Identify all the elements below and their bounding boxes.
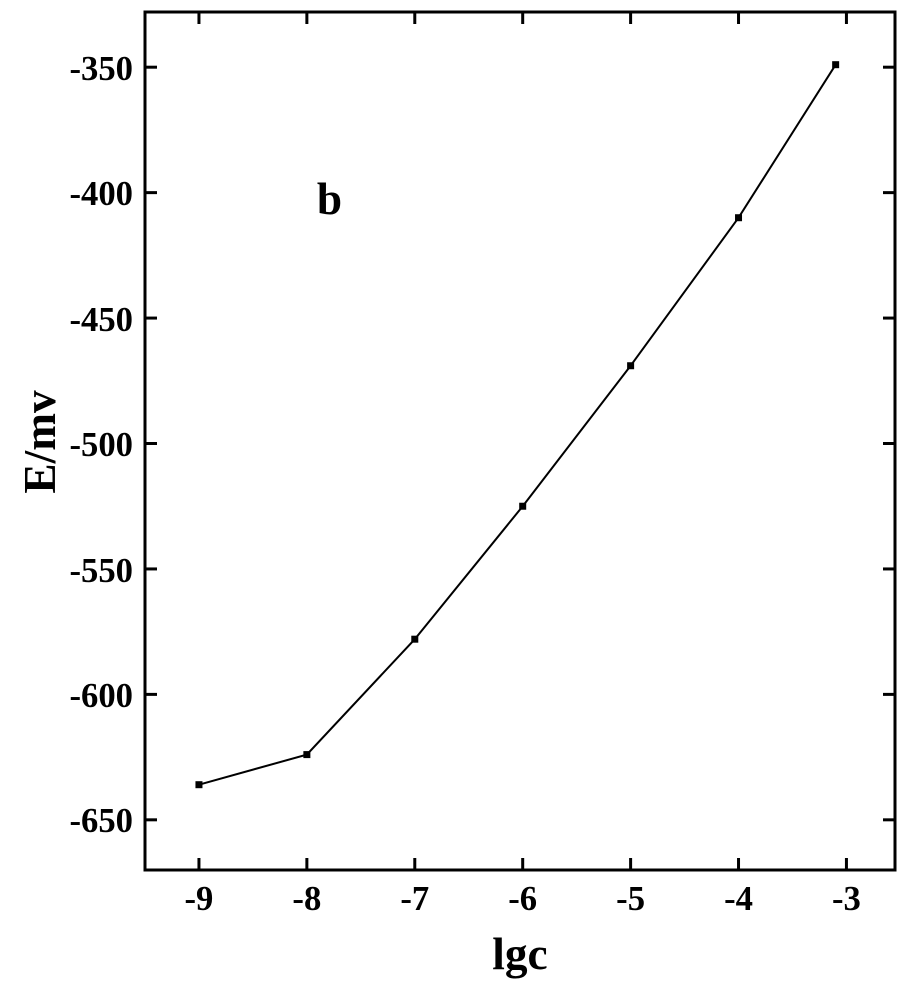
- y-tick-label: -550: [0, 552, 133, 591]
- x-tick-label: -4: [689, 880, 789, 919]
- x-tick-label: -9: [149, 880, 249, 919]
- x-tick-label: -8: [257, 880, 357, 919]
- y-tick-label: -450: [0, 301, 133, 340]
- chart-svg: [0, 0, 913, 1000]
- y-tick-label: -500: [0, 426, 133, 465]
- y-tick-label: -650: [0, 802, 133, 841]
- x-tick-label: -5: [581, 880, 681, 919]
- y-tick-label: -400: [0, 175, 133, 214]
- x-axis-label: lgc: [460, 928, 580, 980]
- y-tick-label: -600: [0, 677, 133, 716]
- x-tick-label: -6: [473, 880, 573, 919]
- x-tick-label: -3: [796, 880, 896, 919]
- panel-label: b: [317, 173, 342, 225]
- x-tick-label: -7: [365, 880, 465, 919]
- y-tick-label: -350: [0, 50, 133, 89]
